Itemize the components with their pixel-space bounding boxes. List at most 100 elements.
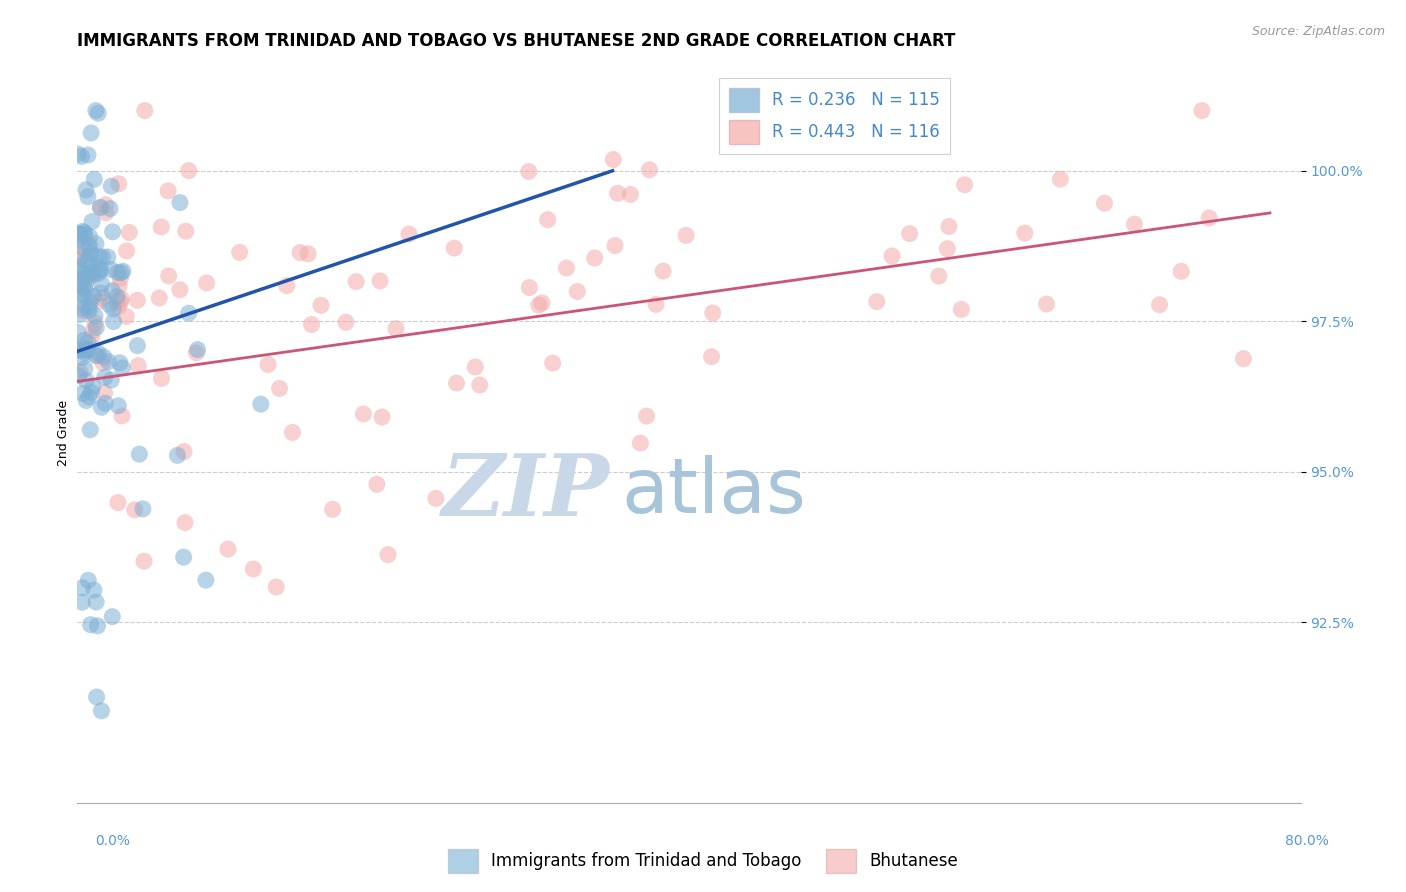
Point [353, 407, 375, 421]
Point [110, 292, 132, 306]
Point [82, 265, 104, 279]
Point [72, 224, 94, 238]
Point [75, 270, 97, 285]
Point [132, 501, 155, 516]
Point [70, 279, 93, 293]
Point [69, 365, 91, 379]
Point [86, 690, 108, 704]
Point [84, 103, 107, 118]
Point [103, 314, 125, 328]
Point [84, 320, 107, 334]
Point [75, 183, 97, 197]
Point [79, 249, 101, 263]
Point [583, 251, 606, 265]
Point [371, 410, 394, 425]
Point [264, 580, 287, 594]
Point [94, 396, 117, 410]
Point [80, 126, 103, 140]
Point [100, 262, 122, 277]
Point [80, 246, 103, 260]
Point [79, 295, 101, 310]
Point [101, 284, 124, 298]
Point [77, 574, 100, 588]
Point [166, 449, 188, 463]
Point [157, 184, 180, 198]
Point [94, 370, 117, 384]
Point [111, 264, 134, 278]
Point [127, 293, 149, 308]
Point [90, 401, 112, 415]
Point [567, 285, 589, 299]
Point [177, 163, 200, 178]
Point [77, 342, 100, 356]
Point [377, 548, 399, 562]
Point [107, 300, 129, 314]
Point [115, 310, 138, 324]
Point [89, 294, 111, 309]
Point [519, 280, 541, 294]
Point [90, 286, 112, 301]
Point [82, 214, 104, 228]
Point [67, 147, 90, 161]
Point [75, 283, 97, 297]
Point [111, 360, 134, 375]
Point [75, 254, 97, 268]
Point [385, 321, 408, 335]
Point [309, 298, 332, 312]
Point [79, 423, 101, 437]
Point [443, 241, 465, 255]
Point [83, 268, 105, 282]
Point [322, 502, 344, 516]
Point [366, 477, 388, 491]
Point [115, 244, 138, 258]
Point [1191, 103, 1213, 118]
Point [555, 260, 578, 275]
Point [335, 315, 357, 329]
Point [79, 617, 101, 632]
Point [67, 227, 90, 242]
Point [98, 298, 121, 312]
Point [148, 291, 170, 305]
Point [177, 306, 200, 320]
Point [72, 303, 94, 318]
Point [110, 271, 132, 285]
Point [1170, 264, 1192, 278]
Point [67, 260, 90, 274]
Point [70, 351, 93, 365]
Point [80, 330, 103, 344]
Point [1123, 217, 1146, 231]
Point [70, 296, 93, 310]
Point [82, 379, 104, 393]
Point [950, 302, 973, 317]
Point [101, 225, 124, 239]
Point [101, 609, 124, 624]
Point [91, 291, 114, 305]
Point [73, 226, 96, 240]
Point [1014, 226, 1036, 240]
Point [124, 503, 146, 517]
Point [606, 186, 628, 201]
Point [150, 371, 173, 385]
Point [79, 239, 101, 253]
Point [186, 345, 208, 359]
Point [344, 275, 367, 289]
Point [80, 385, 103, 400]
Point [77, 255, 100, 269]
Point [953, 178, 976, 192]
Point [645, 297, 668, 311]
Point [73, 242, 96, 256]
Point [97, 250, 120, 264]
Point [94, 205, 117, 219]
Legend: R = 0.236   N = 115, R = 0.443   N = 116: R = 0.236 N = 115, R = 0.443 N = 116 [718, 78, 949, 153]
Point [105, 294, 128, 309]
Point [628, 436, 651, 450]
Point [108, 356, 131, 370]
Point [276, 278, 298, 293]
Point [98, 202, 121, 216]
Point [530, 296, 553, 310]
Point [195, 276, 218, 290]
Point [1094, 196, 1116, 211]
Point [652, 264, 675, 278]
Point [93, 350, 115, 364]
Point [90, 262, 112, 277]
